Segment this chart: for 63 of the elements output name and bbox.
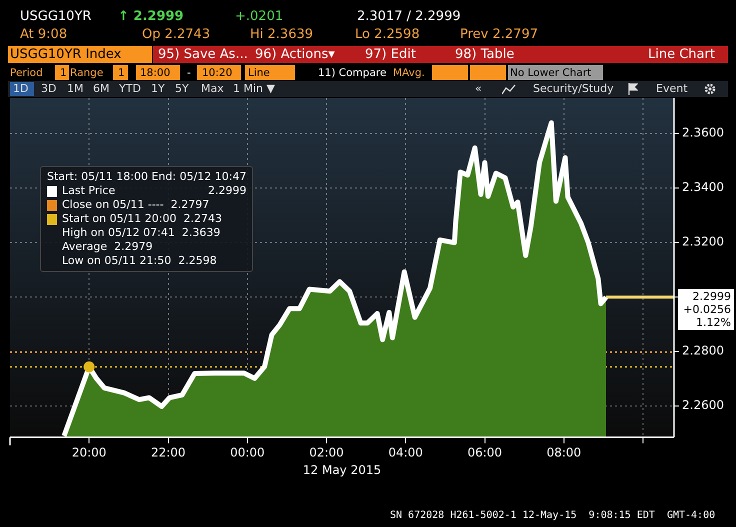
text: 11) Compare bbox=[318, 66, 386, 81]
x-tick-label: 02:00 bbox=[309, 446, 344, 460]
text: 1Y bbox=[151, 81, 165, 97]
text: 1M bbox=[67, 81, 84, 97]
text: 6M bbox=[93, 81, 110, 97]
text: 3D bbox=[41, 81, 56, 97]
text: Prev 2.2797 bbox=[460, 27, 538, 43]
text: +.0201 bbox=[235, 9, 284, 25]
text: 97) Edit bbox=[365, 47, 416, 63]
annotation: Start: 05/11 18:00 End: 05/12 10:47 bbox=[47, 170, 246, 184]
text: ↑ 2.2999 bbox=[118, 9, 184, 25]
annotation: Close on 05/11 ---- 2.2797 bbox=[62, 198, 210, 212]
text: 1.12% bbox=[695, 316, 731, 330]
text: 1D bbox=[13, 81, 28, 97]
text: - bbox=[187, 66, 191, 81]
text: MAvg. bbox=[393, 66, 425, 81]
text: No Lower Chart bbox=[510, 66, 592, 81]
y-tick-label: 2.3200 bbox=[682, 234, 724, 249]
text: « bbox=[475, 81, 482, 97]
annotation: 2.2999 bbox=[692, 290, 731, 304]
x-axis-title: 12 May 2015 bbox=[302, 462, 382, 477]
x-tick-label: 00:00 bbox=[230, 446, 265, 460]
annotation: Start on 05/11 20:00 2.2743 bbox=[62, 212, 222, 226]
text: 18:00 bbox=[140, 66, 170, 81]
text: Line Chart bbox=[648, 47, 715, 63]
x-tick-label: 20:00 bbox=[72, 446, 106, 460]
annotation: Low on 05/11 21:50 2.2598 bbox=[62, 254, 217, 268]
text: Max bbox=[201, 81, 224, 97]
annotation: Average 2.2979 bbox=[62, 240, 153, 254]
y-tick-label: 2.2600 bbox=[682, 398, 724, 412]
text: Range bbox=[70, 66, 104, 81]
y-tick-label: 2.2800 bbox=[682, 344, 724, 358]
text: USGG10YR Index bbox=[10, 47, 122, 63]
text: 96) Actions▾ bbox=[255, 47, 335, 63]
text: USGG10YR bbox=[20, 9, 92, 25]
x-tick-label: 22:00 bbox=[150, 446, 186, 460]
x-tick-label: 06:00 bbox=[467, 446, 502, 460]
legend-label: Last Price bbox=[62, 184, 116, 198]
x-tick-label: 08:00 bbox=[546, 446, 582, 460]
text: At 9:08 bbox=[20, 27, 68, 43]
text: 1 bbox=[60, 66, 67, 81]
text: 2.2999 bbox=[208, 184, 246, 197]
text: Lo 2.2598 bbox=[355, 27, 420, 43]
text: 98) Table bbox=[455, 47, 514, 63]
x-tick-label: 04:00 bbox=[388, 446, 423, 460]
y-tick-label: 2.3400 bbox=[682, 180, 724, 194]
text: Line bbox=[248, 66, 270, 81]
text: 10:20 bbox=[202, 66, 232, 81]
y-tick-label: 2.3600 bbox=[682, 126, 724, 140]
text: Period bbox=[10, 66, 43, 81]
text: Op 2.2743 bbox=[142, 27, 210, 43]
text: 95) Save As... bbox=[158, 47, 248, 63]
text: YTD bbox=[119, 81, 141, 97]
text: +0.0256 bbox=[682, 303, 731, 316]
text: 1 Min ▼ bbox=[233, 81, 275, 97]
text: Security/Study bbox=[533, 81, 614, 97]
annotation: High on 05/12 07:41 2.3639 bbox=[62, 226, 220, 240]
text: Event bbox=[656, 81, 688, 97]
text: 1 bbox=[118, 66, 125, 81]
text: 5Y bbox=[175, 81, 189, 97]
text: SN 672028 H261-5002-1 12-May-15 9:08:15 EDT GMT-4:00 bbox=[390, 509, 716, 523]
text: Hi 2.3639 bbox=[250, 27, 314, 43]
text: 2.3017 / 2.2999 bbox=[357, 9, 461, 25]
